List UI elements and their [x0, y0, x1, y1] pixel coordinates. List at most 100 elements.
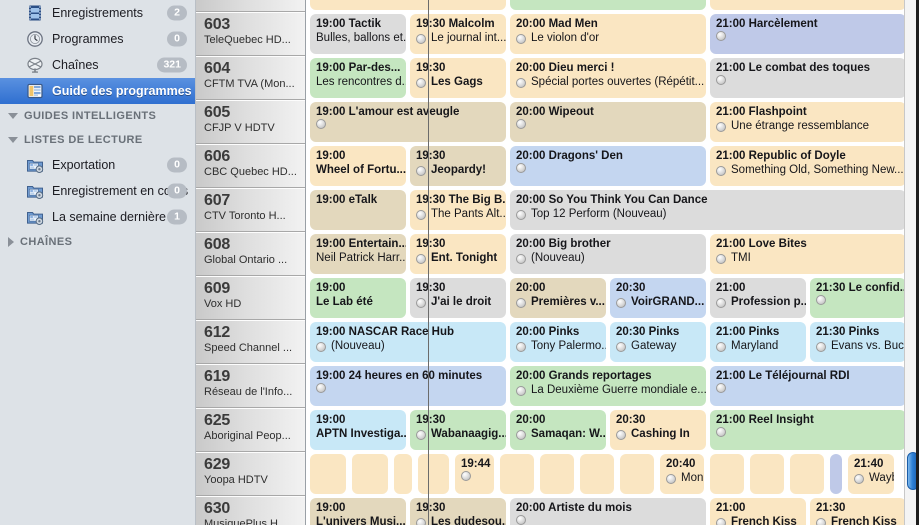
record-dot-icon[interactable] [816, 341, 826, 352]
program-cell[interactable]: 20:30 Pinks Gateway [610, 322, 706, 362]
record-dot-icon[interactable] [316, 383, 326, 393]
program-cell[interactable]: 21:00 Love Bites TMI [710, 234, 906, 274]
program-cell[interactable]: 20:30 Cashing In [610, 410, 706, 450]
chevron-down-icon[interactable] [8, 137, 18, 143]
record-dot-icon[interactable] [716, 427, 726, 437]
program-cell-empty[interactable] [620, 454, 654, 494]
sidebar-section-header[interactable]: GUIDES INTELLIGENTS [0, 104, 195, 128]
program-cell[interactable]: 21:00 Harcèlement [710, 14, 906, 54]
record-dot-icon[interactable] [716, 253, 726, 264]
program-cell[interactable]: 19:00 NASCAR Race Hub (Nouveau) [310, 322, 506, 362]
channel-row[interactable]: 629 Yoopa HDTV [196, 452, 305, 496]
program-cell[interactable]: 20:00 Premières v... [510, 278, 606, 318]
sidebar-item-cha-nes[interactable]: Chaînes 321 [0, 52, 195, 78]
sidebar-section-channels[interactable]: CHAÎNES [0, 230, 195, 254]
program-cell[interactable]: 20:00 Dieu merci ! Spécial portes ouverte… [510, 58, 706, 98]
record-dot-icon[interactable] [716, 31, 726, 41]
program-cell[interactable]: 19:00 Le Lab été [310, 278, 406, 318]
program-cell-empty[interactable] [310, 0, 506, 10]
sidebar-playlist-exportation[interactable]: Exportation 0 [0, 152, 195, 178]
record-dot-icon[interactable] [716, 121, 726, 132]
record-dot-icon[interactable] [516, 297, 526, 308]
record-dot-icon[interactable] [516, 515, 526, 525]
record-dot-icon[interactable] [854, 473, 864, 484]
program-cell[interactable]: 21:40 Waybu... [848, 454, 894, 494]
program-cell-empty[interactable] [500, 454, 534, 494]
program-cell[interactable]: 21:00 Le combat des toques [710, 58, 906, 98]
program-cell-empty[interactable] [510, 0, 706, 10]
record-dot-icon[interactable] [616, 341, 626, 352]
program-cell[interactable]: 19:30 Ent. Tonight [410, 234, 506, 274]
sidebar-item-enregistrements[interactable]: Enregistrements 2 [0, 0, 195, 26]
record-dot-icon[interactable] [316, 119, 326, 129]
record-dot-icon[interactable] [516, 429, 526, 440]
program-cell[interactable]: 19:30 J'ai le droit [410, 278, 506, 318]
channel-row[interactable]: 630 MusiquePlus H... [196, 496, 305, 525]
program-cell[interactable]: 19:00 Wheel of Fortu... [310, 146, 406, 186]
record-dot-icon[interactable] [416, 297, 426, 308]
program-cell[interactable]: 20:30 VoirGRAND... [610, 278, 706, 318]
program-cell[interactable]: 20:00 Artiste du mois [510, 498, 706, 525]
program-cell[interactable]: 19:30 Malcolm Le journal int... [410, 14, 506, 54]
program-cell[interactable]: 21:00 Le Téléjournal RDI [710, 366, 906, 406]
program-cell[interactable]: 21:00 Profession p... [710, 278, 806, 318]
program-cell[interactable]: 19:30 Les Gags [410, 58, 506, 98]
record-dot-icon[interactable] [416, 209, 426, 220]
record-dot-icon[interactable] [416, 517, 426, 525]
program-cell[interactable]: 19:30 Jeopardy! [410, 146, 506, 186]
record-dot-icon[interactable] [461, 471, 471, 481]
program-cell-empty[interactable] [750, 454, 784, 494]
program-cell[interactable]: 21:00 French Kiss [710, 498, 806, 525]
program-cell-empty[interactable] [790, 454, 824, 494]
record-dot-icon[interactable] [516, 209, 526, 220]
record-dot-icon[interactable] [666, 473, 676, 484]
program-cell[interactable]: 19:00 Par-des... Les rencontres d... [310, 58, 406, 98]
channel-row[interactable]: 619 Réseau de l'Info... [196, 364, 305, 408]
program-cell[interactable]: 19:00 L'amour est aveugle [310, 102, 506, 142]
record-dot-icon[interactable] [416, 165, 426, 176]
record-dot-icon[interactable] [716, 383, 726, 393]
program-cell[interactable]: 19:00 Tactik Bulles, ballons et... [310, 14, 406, 54]
program-cell[interactable]: 19:00 Entertain... Neil Patrick Harr... [310, 234, 406, 274]
program-cell[interactable]: 20:00 Big brother (Nouveau) [510, 234, 706, 274]
channel-row[interactable]: 605 CFJP V HDTV [196, 100, 305, 144]
record-dot-icon[interactable] [516, 253, 526, 264]
record-dot-icon[interactable] [816, 295, 826, 305]
program-cell[interactable]: 21:00 Pinks Maryland [710, 322, 806, 362]
program-cell[interactable]: 19:00 24 heures en 60 minutes [310, 366, 506, 406]
program-cell[interactable]: 21:30 French Kiss [810, 498, 906, 525]
channel-row[interactable]: 606 CBC Quebec HD... [196, 144, 305, 188]
record-dot-icon[interactable] [416, 33, 426, 44]
program-cell[interactable]: 20:40 Mon gra... [660, 454, 704, 494]
record-dot-icon[interactable] [516, 33, 526, 44]
channel-row[interactable]: 625 Aboriginal Peop... [196, 408, 305, 452]
program-cell[interactable]: 20:00 Samaqan: W... [510, 410, 606, 450]
channel-row[interactable]: 609 Vox HD [196, 276, 305, 320]
record-dot-icon[interactable] [416, 429, 426, 440]
program-cell[interactable]: 20:00 Wipeout [510, 102, 706, 142]
channel-row[interactable]: 607 CTV Toronto H... [196, 188, 305, 232]
chevron-down-icon[interactable] [8, 113, 18, 119]
channel-row[interactable]: 604 CFTM TVA (Mon... [196, 56, 305, 100]
program-cell-empty[interactable] [394, 454, 412, 494]
program-cell[interactable]: 19:00 L'univers Musi... [310, 498, 406, 525]
sidebar-item-guide-des-programmes[interactable]: Guide des programmes [0, 78, 195, 104]
program-cell[interactable]: 20:00 Pinks Tony Palermo... [510, 322, 606, 362]
record-dot-icon[interactable] [616, 297, 626, 308]
chevron-right-icon[interactable] [8, 237, 14, 247]
record-dot-icon[interactable] [516, 77, 526, 88]
record-dot-icon[interactable] [516, 341, 526, 352]
record-dot-icon[interactable] [516, 119, 526, 129]
program-cell-empty[interactable] [830, 454, 842, 494]
record-dot-icon[interactable] [816, 517, 826, 525]
record-dot-icon[interactable] [716, 341, 726, 352]
program-cell[interactable]: 21:00 Republic of Doyle Something Old, So… [710, 146, 906, 186]
program-cell-empty[interactable] [418, 454, 449, 494]
record-dot-icon[interactable] [616, 429, 626, 440]
record-dot-icon[interactable] [516, 385, 526, 396]
sidebar-playlist-enregistrement-en-cours[interactable]: Enregistrement en cours 0 [0, 178, 195, 204]
channel-row[interactable]: Radio-Canada ... [196, 0, 305, 12]
program-cell[interactable]: 20:00 So You Think You Can Dance Top 12 P… [510, 190, 906, 230]
sidebar-item-programmes[interactable]: Programmes 0 [0, 26, 195, 52]
